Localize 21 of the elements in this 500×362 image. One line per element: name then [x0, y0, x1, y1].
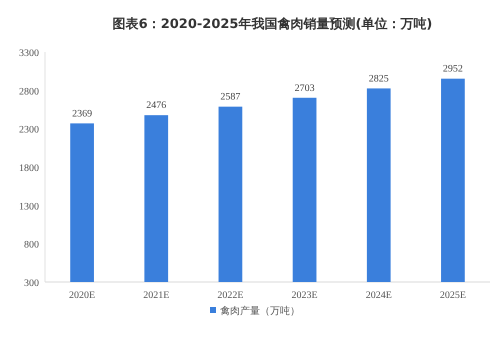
y-tick-label: 1300 — [19, 201, 39, 212]
title: 图表6：2020-2025年我国禽肉销量预测(单位：万吨) — [112, 17, 432, 32]
x-tick-label: 2021E — [143, 290, 170, 301]
data-label: 2703 — [294, 82, 315, 94]
data-label: 2825 — [368, 73, 389, 84]
legend-label: 禽肉产量（万吨） — [220, 305, 300, 317]
x-tick-label: 2024E — [366, 290, 392, 301]
x-tick-label: 2023E — [292, 290, 318, 301]
y-tick-label: 1800 — [19, 163, 39, 174]
y-tick-label: 2800 — [19, 86, 39, 98]
y-tick-label: 800 — [24, 240, 39, 251]
y-tick-label: 300 — [24, 278, 39, 289]
x-tick-label: 2022E — [217, 290, 244, 301]
data-label: 2369 — [72, 108, 92, 120]
data-label: 2587 — [220, 92, 240, 103]
y-tick-label: 2300 — [19, 124, 39, 136]
data-label: 2476 — [146, 100, 166, 112]
data-label: 2952 — [442, 64, 463, 75]
x-tick-label: 2025E — [440, 290, 466, 301]
x-tick-label: 2020E — [69, 290, 96, 301]
y-tick-label: 3300 — [19, 48, 39, 59]
